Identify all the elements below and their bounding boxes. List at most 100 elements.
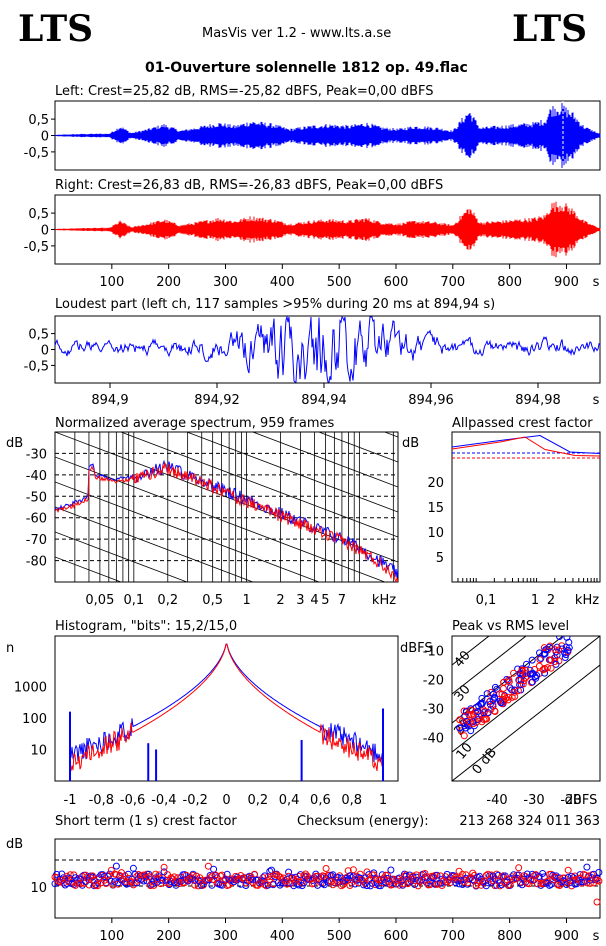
histogram-ytick-0: 1000 (14, 680, 47, 695)
short-term-point-right (198, 876, 206, 884)
allpassed-left-trace (451, 434, 601, 454)
spectrum-xtick-1: 0,1 (123, 593, 144, 608)
peak-rms-ylabel: dBFS (400, 641, 433, 656)
short-term-point-left (450, 872, 458, 880)
short-term-point-left (204, 876, 212, 884)
peak-rms-ytick-0: -10 (423, 645, 444, 660)
spectrum-slope-10 (55, 531, 189, 582)
peak-rms-xlabel: dBFS (565, 793, 598, 808)
short-term-point-left (218, 881, 226, 889)
short-term-point-right (189, 872, 197, 879)
short-term-point-right (496, 882, 504, 890)
left-waveform-title: Left: Crest=25,82 dB, RMS=-25,82 dBFS, P… (55, 84, 434, 99)
short-term-point-right (578, 879, 586, 887)
short-term-point-right (106, 876, 114, 884)
spectrum-xtick-6: 3 (296, 593, 304, 608)
spectrum-ytick-0: -30 (26, 447, 47, 462)
short-term-point-right (593, 898, 601, 906)
right-waveform-xtick-3: 400 (270, 275, 295, 290)
peak-rms-ytick-2: -30 (423, 703, 444, 718)
peak-rms-point (487, 688, 495, 696)
short-term-point-right (349, 866, 357, 874)
right-waveform-ytick-0: 0,5 (28, 207, 49, 222)
peak-rms-point (500, 698, 508, 706)
short-term-point-right (453, 875, 461, 883)
peak-rms-point (562, 651, 570, 659)
spectrum-ylabel: dB (6, 436, 23, 451)
app-title: MasVis ver 1.2 - www.lts.a.se (202, 26, 392, 41)
short-term-point-right (53, 874, 61, 881)
loudest-part-xtick-1: 894,92 (194, 393, 240, 408)
short-term-point-right (595, 877, 603, 885)
short-term-point-right (172, 878, 180, 885)
short-term-point-left (107, 877, 115, 885)
left-waveform-ytick-0: 0,5 (28, 113, 49, 128)
spectrum-title: Normalized average spectrum, 959 frames (55, 416, 334, 431)
short-term-point-right (261, 881, 269, 889)
peak-rms-point (469, 718, 477, 726)
histogram-xtick-0: -1 (64, 793, 77, 808)
short-term-xunit: s (593, 929, 600, 944)
peak-rms-point (515, 677, 523, 684)
peak-rms-point (558, 642, 566, 650)
peak-rms-point (562, 643, 570, 651)
short-term-point-left (595, 868, 603, 876)
short-term-point-right (269, 880, 277, 888)
peak-rms-diag-label-3: 10 (454, 740, 476, 762)
short-term-point-left (576, 871, 584, 879)
short-term-xtick-8: 900 (554, 929, 579, 944)
short-term-point-left (387, 866, 395, 874)
short-term-point-right (259, 874, 267, 882)
peak-rms-point (475, 712, 482, 720)
peak-rms-point (474, 708, 482, 716)
spectrum-xtick-4: 1 (242, 593, 250, 608)
short-term-point-right (423, 873, 431, 881)
spectrum-ytick-3: -60 (26, 512, 47, 527)
short-term-point-left (515, 871, 523, 879)
peak-rms-diag-2 (452, 636, 564, 724)
peak-rms-point (504, 677, 512, 685)
peak-rms-point (498, 700, 506, 708)
loudest-part-frame (54, 315, 601, 384)
short-term-point-right (563, 878, 570, 886)
histogram-frame (54, 635, 399, 782)
peak-rms-ytick-3: -40 (423, 732, 444, 747)
spectrum-xtick-9: 7 (338, 593, 346, 608)
short-term-point-right (320, 873, 328, 881)
short-term-point-left (143, 877, 151, 885)
short-term-point-right (426, 881, 434, 889)
peak-rms-point (468, 711, 475, 718)
histogram-right-trace (69, 643, 384, 772)
spectrum-xtick-2: 0,2 (157, 593, 178, 608)
short-term-point-right (104, 872, 112, 880)
short-term-point-right (581, 871, 589, 879)
loudest-part-xtick-0: 894,9 (91, 393, 128, 408)
histogram-xtick-6: 0,2 (247, 793, 268, 808)
short-term-xtick-3: 400 (270, 929, 295, 944)
short-term-point-right (373, 875, 381, 883)
peak-rms-point (556, 636, 563, 640)
histogram-xtick-3: -0,4 (151, 793, 176, 808)
short-term-point-right (384, 871, 391, 879)
allpassed-ytick-1: 15 (427, 501, 444, 516)
short-term-point-right (114, 880, 122, 888)
spectrum-right-trace (55, 462, 398, 582)
short-term-point-left (145, 870, 153, 878)
short-term-point-right (194, 882, 202, 890)
short-term-point-right (515, 864, 523, 872)
short-term-point-right (193, 872, 200, 880)
histogram-ytick-2: 10 (30, 743, 47, 758)
short-term-point-right (89, 872, 96, 880)
short-term-point-right (82, 871, 90, 879)
loudest-part-trace (54, 315, 601, 383)
peak-rms-point (484, 709, 492, 717)
allpassed-ytick-2: 10 (427, 526, 444, 541)
allpassed-right-trace (451, 436, 601, 457)
short-term-point-right (416, 878, 424, 886)
short-term-point-left (334, 873, 342, 881)
short-term-point-left (569, 874, 577, 882)
peak-rms-point (500, 693, 508, 701)
peak-rms-diag-3 (452, 636, 600, 753)
short-term-point-right (476, 877, 483, 885)
short-term-point-right (153, 875, 161, 883)
